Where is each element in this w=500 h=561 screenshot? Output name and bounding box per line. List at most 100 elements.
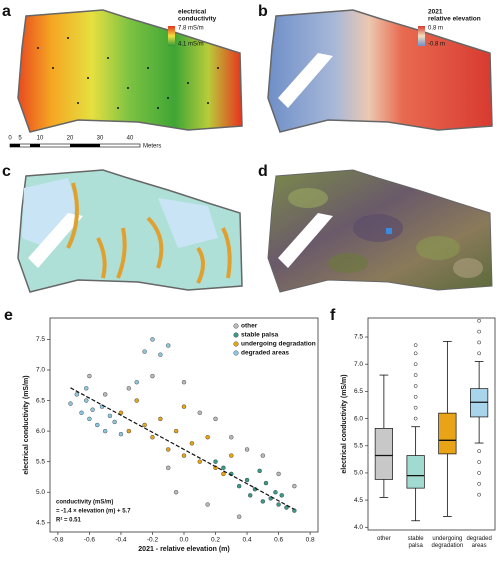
panel-label: d — [258, 163, 268, 180]
outlier — [477, 492, 481, 497]
imagery-texture — [288, 188, 483, 278]
outlier — [477, 340, 481, 345]
scatter-point — [292, 483, 297, 489]
scatter-point — [189, 441, 195, 446]
legend-label: degraded areas — [241, 350, 289, 357]
scatter-point — [79, 410, 84, 415]
box — [438, 412, 457, 455]
pond — [386, 228, 392, 234]
scatter-point — [244, 447, 250, 452]
scatter-point — [166, 343, 171, 348]
scatter-point — [87, 416, 92, 422]
scatter-point — [74, 392, 80, 397]
map-b: 2021 relative elevation 0.8 m -0.8 m — [267, 9, 493, 133]
x-axis-label: 2021 - relative elevation (m) — [138, 546, 229, 553]
scatter-point — [236, 483, 242, 489]
panel-label: c — [2, 163, 11, 180]
outlier — [477, 460, 481, 464]
y-tick-label: 5.0 — [354, 470, 363, 477]
map-shape — [17, 9, 243, 133]
y-axis-label: electrical conductivity (mS/m) — [341, 374, 348, 473]
y-tick-label: 4.5 — [354, 497, 363, 504]
scatter-point — [229, 435, 234, 440]
scatter-point — [112, 419, 117, 425]
scatter-point — [213, 465, 218, 470]
outlier — [413, 343, 418, 348]
x-tick-label: 0.2 — [211, 537, 220, 544]
scatter-point — [229, 453, 234, 458]
plot-frame — [49, 317, 319, 533]
outlier — [477, 318, 481, 323]
scatter-point — [236, 514, 242, 519]
outlier — [477, 351, 481, 356]
x-tick-label: degraded areas — [466, 536, 491, 549]
scatter-point — [244, 477, 250, 483]
legend-title: electrical — [178, 9, 206, 16]
scatter-point — [102, 392, 108, 397]
y-tick-label: 7.5 — [354, 334, 363, 341]
legend-low: 4.1 mS/m — [178, 42, 204, 48]
scatter-point — [90, 407, 95, 412]
scatter-point — [205, 435, 210, 440]
scatter-point — [273, 490, 278, 495]
gap — [278, 53, 333, 108]
scale-label: 10 — [37, 136, 44, 142]
scatter-point — [213, 416, 218, 422]
x-tick-label: 0.6 — [274, 537, 283, 544]
map-a: electrical conductivity 7.8 mS/m 4.1 mS/… — [8, 9, 243, 150]
scatter-point — [142, 422, 147, 428]
scale-bar: 0 5 10 20 30 40 Meters — [8, 136, 161, 150]
gap — [28, 213, 83, 268]
legend-high: 0.8 m — [428, 26, 443, 32]
y-tick-label: 6.5 — [354, 388, 363, 395]
scatter-point — [84, 398, 89, 403]
y-tick-label: 4.5 — [36, 520, 45, 527]
outlier — [413, 405, 418, 410]
outlier — [413, 351, 418, 356]
outlier — [413, 394, 418, 399]
scatter-point — [102, 428, 108, 434]
box — [374, 427, 393, 480]
scatter-point — [181, 380, 187, 385]
x-tick-label: -0.2 — [147, 537, 159, 544]
y-tick-label: 7.0 — [354, 361, 363, 368]
legend-title: conductivity — [178, 16, 217, 23]
scatter-point — [158, 352, 163, 357]
y-axis-label: electrical conductivity (mS/m) — [23, 375, 30, 474]
scatter-point — [95, 422, 100, 428]
scatter-point — [166, 465, 171, 470]
panel-label: f — [330, 307, 336, 324]
y-tick-label: 7.0 — [36, 367, 45, 374]
scatter-point — [150, 337, 155, 342]
outlier — [413, 373, 418, 377]
scale-label: 30 — [97, 136, 104, 142]
scatter-point — [260, 453, 266, 458]
scatter-point — [173, 490, 179, 495]
x-tick-label: 0.8 — [306, 537, 315, 544]
y-tick-label: 6.5 — [36, 397, 45, 404]
scatter-point — [150, 435, 155, 440]
scatter-point — [126, 386, 132, 391]
panel-label: a — [2, 3, 11, 20]
scatter-point — [68, 401, 73, 406]
y-tick-label: 5.5 — [354, 442, 363, 449]
panel-label: b — [258, 3, 268, 20]
legend-title: relative elevation — [428, 16, 481, 23]
legend-ramp — [418, 26, 425, 46]
panel-label: e — [4, 307, 13, 324]
scatter-point — [173, 428, 179, 434]
scatter-point — [126, 428, 132, 434]
scatter-point — [221, 471, 226, 477]
y-tick-label: 6.0 — [354, 415, 363, 422]
y-tick-label: 5.5 — [36, 458, 45, 465]
legend-marker — [233, 332, 239, 338]
scatter-point — [279, 493, 284, 498]
x-tick-label: stable palsa — [408, 536, 425, 549]
outlier — [413, 416, 418, 421]
degradation-streaks — [66, 182, 232, 284]
x-tick-label: -0.8 — [52, 537, 64, 544]
annotation: = -1.4 × elevation (m) + 5.7 — [56, 509, 131, 515]
scatter-point — [257, 468, 262, 474]
scatter-point — [107, 413, 113, 419]
scale-unit: Meters — [143, 144, 161, 150]
